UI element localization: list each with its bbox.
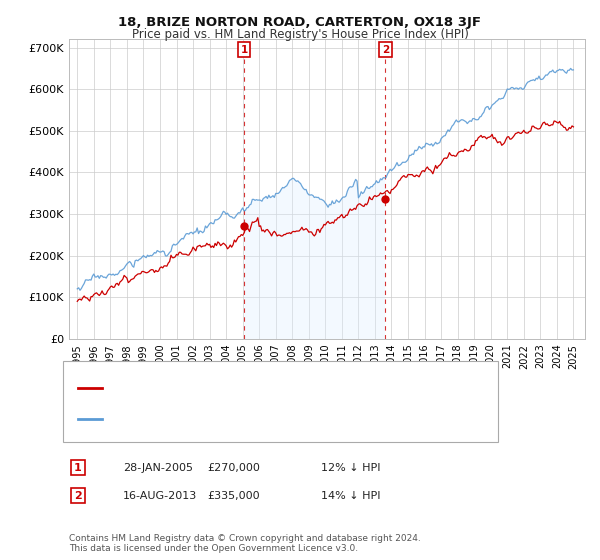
Text: £270,000: £270,000: [207, 463, 260, 473]
Text: 2: 2: [382, 45, 389, 55]
Text: £335,000: £335,000: [207, 491, 260, 501]
Text: HPI: Average price, detached house, West Oxfordshire: HPI: Average price, detached house, West…: [107, 414, 389, 424]
Text: 12% ↓ HPI: 12% ↓ HPI: [321, 463, 380, 473]
Text: 18, BRIZE NORTON ROAD, CARTERTON, OX18 3JF (detached house): 18, BRIZE NORTON ROAD, CARTERTON, OX18 3…: [107, 383, 456, 393]
Text: 1: 1: [74, 463, 82, 473]
Text: Price paid vs. HM Land Registry's House Price Index (HPI): Price paid vs. HM Land Registry's House …: [131, 28, 469, 41]
Text: 14% ↓ HPI: 14% ↓ HPI: [321, 491, 380, 501]
Text: 1: 1: [241, 45, 248, 55]
Text: 18, BRIZE NORTON ROAD, CARTERTON, OX18 3JF: 18, BRIZE NORTON ROAD, CARTERTON, OX18 3…: [119, 16, 482, 29]
Text: 16-AUG-2013: 16-AUG-2013: [123, 491, 197, 501]
Text: Contains HM Land Registry data © Crown copyright and database right 2024.
This d: Contains HM Land Registry data © Crown c…: [69, 534, 421, 553]
Text: 2: 2: [74, 491, 82, 501]
Text: 28-JAN-2005: 28-JAN-2005: [123, 463, 193, 473]
